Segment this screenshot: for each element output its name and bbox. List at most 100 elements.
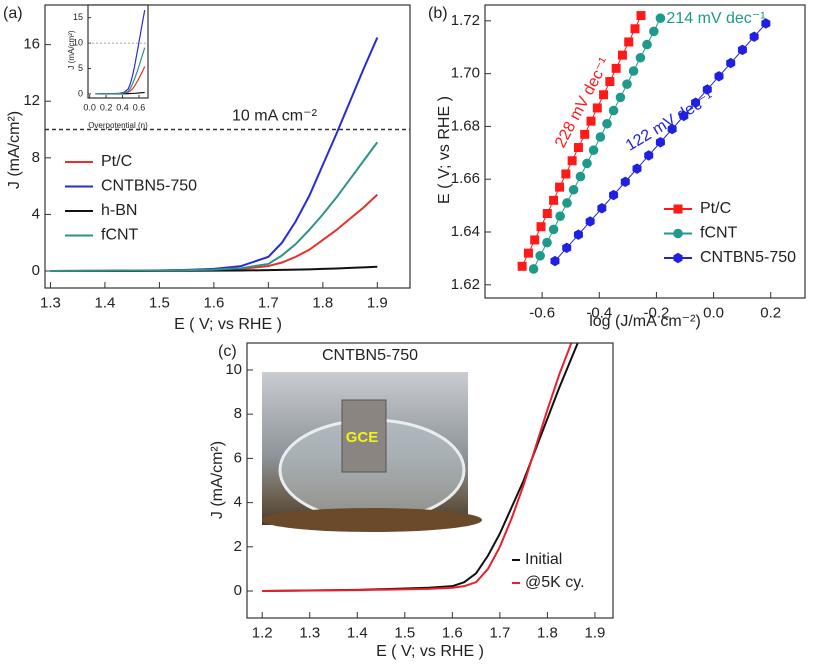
x-tick-label: 0.4 — [116, 102, 129, 112]
point — [599, 90, 609, 100]
point — [573, 143, 583, 153]
y-tick-label: 0 — [234, 582, 242, 599]
y-tick-label: 6 — [234, 449, 242, 466]
point — [702, 84, 712, 95]
point — [726, 57, 736, 69]
point — [517, 261, 527, 271]
plot-frame — [87, 4, 149, 99]
point — [630, 24, 640, 34]
cork — [262, 508, 482, 532]
y-tick-label: 8 — [234, 405, 242, 422]
x-tick-label: 1.6 — [203, 294, 224, 311]
legend-label: CNTBN5-750 — [101, 178, 197, 195]
x-tick-label: 0.0 — [83, 102, 96, 112]
point — [592, 103, 602, 113]
y-axis-title: J (mA/cm²) — [209, 441, 226, 519]
y-tick-label: 0 — [78, 88, 83, 98]
point — [667, 123, 677, 135]
legend-label: Pt/C — [700, 200, 731, 217]
plot-frame — [246, 342, 614, 619]
point — [530, 235, 540, 245]
point — [608, 105, 619, 116]
point — [555, 211, 565, 221]
point — [542, 209, 552, 219]
x-tick-label: 1.8 — [537, 624, 558, 641]
x-axis-title: Overpotential (η) — [88, 121, 148, 130]
point — [582, 158, 592, 169]
point — [548, 224, 559, 235]
x-tick-label: 0.2 — [760, 304, 781, 321]
point — [555, 182, 565, 192]
point — [636, 11, 646, 21]
panel-label: (b) — [428, 5, 448, 22]
legend-marker — [673, 204, 683, 214]
point — [655, 13, 666, 23]
legend-marker — [673, 252, 683, 264]
y-tick-label: 1.70 — [451, 65, 480, 82]
y-tick-label: 8 — [32, 149, 40, 166]
x-tick-label: 1.4 — [347, 624, 368, 641]
x-tick-label: 1.9 — [367, 294, 388, 311]
panel-label: (a) — [3, 5, 23, 22]
annotation: 214 mV dec⁻¹ — [666, 10, 765, 27]
plot-area — [45, 37, 410, 273]
point — [561, 169, 571, 179]
point — [585, 216, 595, 227]
point — [535, 250, 545, 261]
point — [586, 116, 596, 126]
point — [602, 118, 612, 129]
y-tick-label: 16 — [23, 36, 40, 53]
y-tick-label: 1.62 — [451, 276, 480, 293]
x-tick-label: -0.6 — [529, 304, 555, 321]
point — [523, 248, 533, 258]
point — [737, 44, 747, 56]
x-tick-label: 1.9 — [585, 624, 606, 641]
point — [549, 195, 559, 205]
plot-area — [262, 343, 579, 593]
inset-bg — [88, 5, 148, 98]
legend-label: fCNT — [700, 225, 738, 242]
point — [624, 37, 634, 47]
reference-label: 10 mA cm⁻² — [232, 108, 318, 125]
series-line — [95, 47, 146, 95]
point — [562, 242, 572, 254]
point — [550, 255, 560, 267]
legend-label: @5K cy. — [525, 574, 585, 591]
x-tick-label: 1.8 — [312, 294, 333, 311]
x-axis-title: log (J/mA cm⁻²) — [589, 313, 701, 330]
x-tick-label: 1.7 — [258, 294, 279, 311]
y-tick-label: 1.72 — [451, 12, 480, 29]
point — [542, 237, 552, 248]
annotation: 122 mV dec⁻¹ — [623, 89, 717, 155]
plot-frame — [484, 4, 806, 299]
point — [615, 92, 626, 103]
x-axis-title: E ( V; vs RHE ) — [376, 643, 484, 660]
point — [679, 110, 689, 122]
x-tick-label: 1.2 — [252, 624, 273, 641]
panel-label: (c) — [218, 343, 237, 360]
electrode — [341, 399, 387, 473]
x-tick-label: -0.4 — [586, 304, 612, 321]
plot-frame — [44, 4, 411, 289]
point — [655, 137, 665, 148]
series-line — [50, 141, 379, 273]
x-tick-label: 1.5 — [149, 294, 170, 311]
point — [691, 97, 701, 108]
legend-label: Pt/C — [101, 153, 132, 170]
legend-label: h-BN — [101, 202, 137, 219]
legend-label: CNTBN5-750 — [700, 249, 796, 266]
point — [609, 189, 619, 201]
y-axis-title: J (mA/cm²) — [6, 111, 23, 189]
y-axis-title: J (mA/cm²) — [67, 30, 76, 69]
point — [628, 66, 639, 76]
point — [620, 176, 630, 188]
y-tick-label: 1.64 — [451, 223, 480, 240]
point — [632, 163, 642, 174]
point — [644, 150, 654, 161]
x-tick-label: 1.7 — [489, 624, 510, 641]
point — [580, 129, 590, 139]
x-tick-label: -0.2 — [643, 304, 669, 321]
x-tick-label: 1.3 — [40, 294, 61, 311]
x-tick-label: 0.2 — [100, 102, 113, 112]
point — [595, 132, 606, 142]
